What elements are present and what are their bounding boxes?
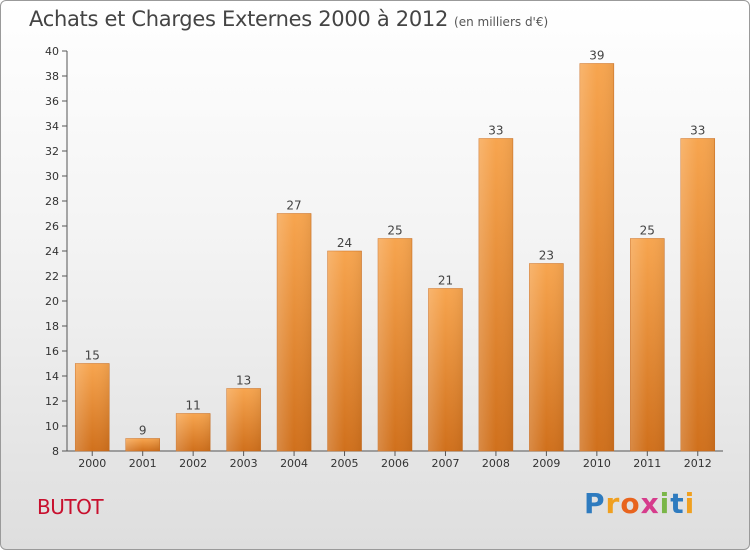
bar-shading-2010 — [579, 63, 614, 451]
data-label-2007: 21 — [438, 274, 453, 288]
x-tick-label-2003: 2003 — [230, 457, 258, 470]
chart-title: Achats et Charges Externes 2000 à 2012 (e… — [29, 7, 548, 31]
y-tick-label: 16 — [45, 345, 59, 358]
x-tick-label-2004: 2004 — [280, 457, 308, 470]
y-tick-label: 40 — [45, 45, 59, 58]
axes: 8 10 12 14 16 18 20 22 24 26 28 30 32 34 36 38 40 2000 200… — [45, 45, 723, 470]
x-tick-label-2011: 2011 — [633, 457, 661, 470]
proxiti-logo: Proxiti — [584, 487, 695, 520]
data-labels: 15 9 11 13 27 24 25 21 33 23 39 25 33 — [85, 49, 706, 438]
y-tick-label: 30 — [45, 170, 59, 183]
data-label-2012: 33 — [690, 124, 705, 138]
x-tick-label-2006: 2006 — [381, 457, 409, 470]
y-tick-label: 20 — [45, 295, 59, 308]
x-tick-label-2012: 2012 — [684, 457, 712, 470]
y-tick-label: 18 — [45, 320, 59, 333]
logo-letter: P — [584, 487, 606, 520]
bar-shading-2007 — [428, 288, 463, 451]
logo-letter: r — [605, 487, 621, 520]
bars — [74, 63, 716, 452]
x-tick-label-2010: 2010 — [583, 457, 611, 470]
y-tick-label: 14 — [45, 370, 59, 383]
y-tick-label: 36 — [45, 95, 59, 108]
logo-letter: o — [620, 487, 641, 520]
y-tick-label: 28 — [45, 195, 59, 208]
chart-subtitle: (en milliers d'€) — [454, 15, 549, 29]
data-label-2004: 27 — [286, 199, 301, 213]
bar-shading-2001 — [125, 438, 160, 451]
bar-shading-2008 — [478, 138, 513, 451]
logo-letter: i — [659, 487, 671, 520]
data-label-2001: 9 — [139, 424, 147, 438]
x-tick-label-2008: 2008 — [482, 457, 510, 470]
data-label-2000: 15 — [85, 349, 100, 363]
x-tick-label-2009: 2009 — [532, 457, 560, 470]
x-tick-label-2005: 2005 — [331, 457, 359, 470]
x-tick-label-2000: 2000 — [78, 457, 106, 470]
data-label-2003: 13 — [236, 374, 251, 388]
data-label-2006: 25 — [387, 224, 402, 238]
y-tick-label: 26 — [45, 220, 59, 233]
y-tick-label: 22 — [45, 270, 59, 283]
y-tick-label: 32 — [45, 145, 59, 158]
bar-shading-2003 — [226, 388, 261, 451]
commune-name: BUTOT — [37, 495, 104, 519]
bar-shading-2006 — [378, 238, 412, 451]
bar-shading-2000 — [75, 363, 110, 451]
bar-shading-2002 — [176, 413, 211, 451]
x-tick-label-2007: 2007 — [431, 457, 459, 470]
y-tick-label: 34 — [45, 120, 59, 133]
data-label-2008: 33 — [488, 124, 503, 138]
data-label-2005: 24 — [337, 236, 352, 250]
bar-shading-2004 — [277, 213, 312, 451]
y-tick-label: 12 — [45, 395, 59, 408]
y-tick-label: 10 — [45, 420, 59, 433]
bar-shading-2005 — [327, 251, 362, 451]
x-tick-label-2001: 2001 — [129, 457, 157, 470]
bar-shading-2011 — [630, 238, 665, 451]
chart-title-text: Achats et Charges Externes 2000 à 2012 — [29, 7, 449, 31]
y-tick-label: 38 — [45, 70, 59, 83]
x-tick-label-2002: 2002 — [179, 457, 207, 470]
logo-letter: t — [670, 487, 685, 520]
y-tick-label: 24 — [45, 245, 59, 258]
logo-letter: x — [640, 487, 660, 520]
data-label-2002: 11 — [186, 399, 201, 413]
data-label-2010: 39 — [589, 49, 604, 63]
data-label-2011: 25 — [640, 224, 655, 238]
bar-shading-2009 — [529, 263, 564, 451]
data-label-2009: 23 — [539, 249, 554, 263]
bar-shading-2012 — [680, 138, 715, 451]
logo-letter: i — [684, 487, 696, 520]
y-tick-label: 8 — [52, 445, 59, 458]
